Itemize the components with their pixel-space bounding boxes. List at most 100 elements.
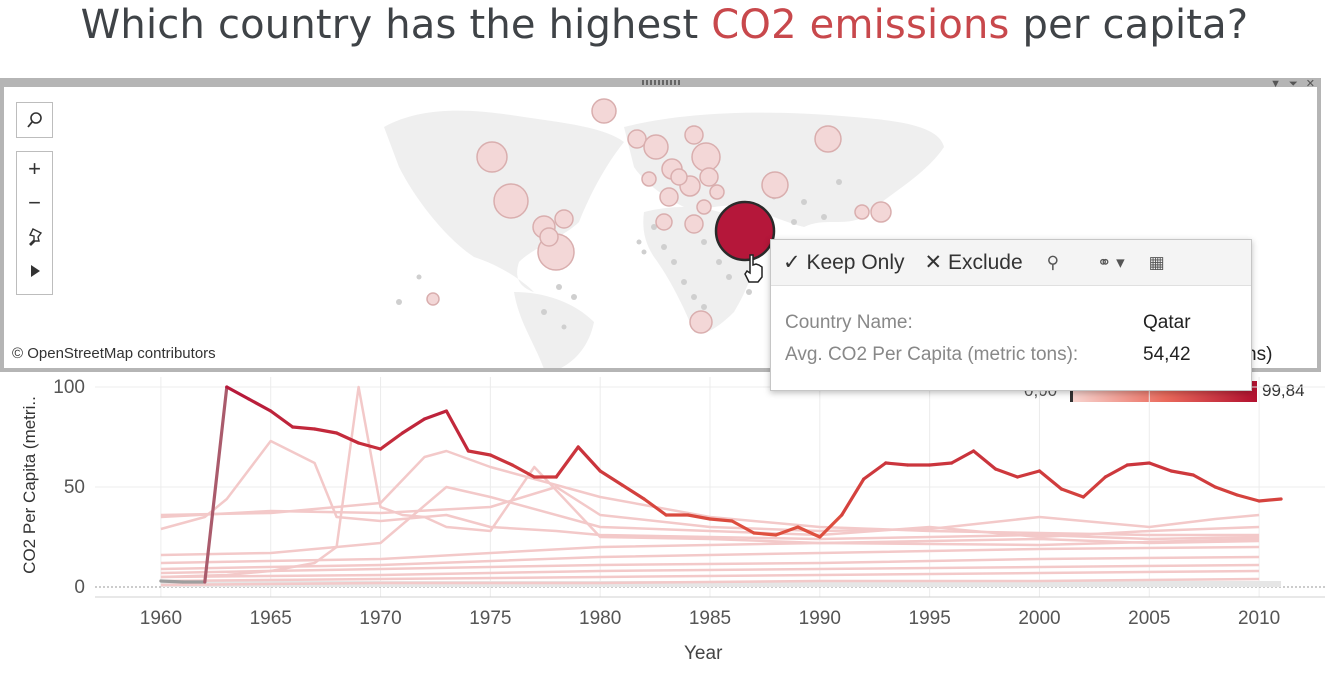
y-tick-label: 50 xyxy=(64,477,85,498)
exclude-button[interactable]: ✕ Exclude xyxy=(924,251,1023,274)
zoom-out-button[interactable]: − xyxy=(28,190,41,215)
qatar-series-segment xyxy=(950,449,976,465)
qatar-series-segment xyxy=(378,431,405,451)
qatar-series-segment xyxy=(1235,493,1261,503)
background-series-line xyxy=(160,485,1260,533)
qatar-series-segment xyxy=(686,513,712,521)
qatar-series-segment xyxy=(1081,475,1107,499)
qatar-series-segment xyxy=(1037,469,1064,491)
country-dots xyxy=(396,179,907,330)
background-series-line xyxy=(160,439,1260,545)
qatar-series-segment xyxy=(971,449,998,471)
title-highlight: CO2 emissions xyxy=(711,2,1010,48)
group-members-icon[interactable]: ⚲ xyxy=(1046,252,1060,272)
qatar-series-segment xyxy=(774,525,800,537)
x-axis-label: Year xyxy=(684,643,723,664)
legend-max-label: 99,84 xyxy=(1262,381,1305,400)
qatar-series-segment xyxy=(247,397,273,413)
qatar-series-segment xyxy=(313,427,339,435)
x-tick-label: 2010 xyxy=(1238,608,1280,629)
qatar-series-segment xyxy=(554,445,580,479)
qatar-series-segment xyxy=(642,497,668,517)
qatar-series-segment xyxy=(1015,469,1042,479)
low-emission-band xyxy=(160,581,1282,587)
qatar-series-segment xyxy=(576,445,602,473)
x-tick-label: 1960 xyxy=(140,608,182,629)
qatar-series-segment xyxy=(488,453,514,467)
x-tick-label: 1985 xyxy=(689,608,731,629)
tooltip-value-country: Qatar xyxy=(1143,312,1191,333)
close-icon[interactable]: ✕ xyxy=(1305,78,1315,90)
tooltip-value-co2: 54,42 xyxy=(1143,344,1191,365)
qatar-series-segment xyxy=(225,385,251,401)
background-series-line xyxy=(160,555,1260,575)
pin-icon xyxy=(28,228,42,246)
qatar-series-segment xyxy=(1125,461,1151,467)
map-zoom-toolbar: + − xyxy=(16,151,53,295)
map-search-button[interactable] xyxy=(16,102,53,138)
drag-grip-handle[interactable] xyxy=(642,80,682,85)
legend-title: ns) xyxy=(1246,344,1273,365)
x-tick-label: 2000 xyxy=(1018,608,1060,629)
background-series-line xyxy=(160,449,1260,537)
tooltip-label-country: Country Name: xyxy=(785,312,913,333)
background-series-line xyxy=(160,569,1260,583)
dropdown-icon[interactable]: ▼ xyxy=(1270,78,1281,90)
qatar-series-segment xyxy=(884,461,910,467)
qatar-series-segment xyxy=(335,431,361,445)
background-series-line xyxy=(160,563,1260,579)
country-bubbles[interactable] xyxy=(426,98,892,334)
qatar-series-segment xyxy=(708,517,734,523)
qatar-bubble-selected[interactable] xyxy=(714,200,776,262)
view-data-icon[interactable]: ▦ xyxy=(1148,252,1165,272)
qatar-series-segment xyxy=(159,579,185,584)
qatar-series-segment xyxy=(752,531,778,537)
map-attribution: © OpenStreetMap contributors xyxy=(12,345,216,362)
background-series-line xyxy=(160,537,1260,565)
search-icon xyxy=(26,112,42,128)
play-button[interactable] xyxy=(17,254,52,288)
x-tick-label: 1990 xyxy=(799,608,841,629)
qatar-series-segment xyxy=(1191,473,1217,489)
qatar-series-segment xyxy=(400,417,427,435)
background-series-line xyxy=(160,577,1260,587)
x-tick-label: 2005 xyxy=(1128,608,1170,629)
hand-cursor-icon xyxy=(744,254,763,283)
qatar-series-segment xyxy=(1213,485,1239,497)
x-tick-label: 1965 xyxy=(250,608,292,629)
keep-only-button[interactable]: ✓ Keep Only xyxy=(783,251,905,274)
qatar-series-segment xyxy=(1059,487,1085,499)
x-tick-label: 1995 xyxy=(909,608,951,629)
qatar-series-segment xyxy=(993,467,1020,479)
zoom-in-button[interactable]: + xyxy=(28,156,41,181)
qatar-series-segment xyxy=(444,409,470,453)
qatar-series-segment xyxy=(1257,497,1283,503)
x-tick-label: 1980 xyxy=(579,608,621,629)
co2-line-chart[interactable]: 1960 1965 1970 1975 1980 1985 1990 1995 2000 2005… xyxy=(0,372,1329,674)
qatar-series-segment xyxy=(1169,469,1195,477)
pin-map-button[interactable] xyxy=(17,220,52,254)
panel-controls: ▼ ⏷ ✕ xyxy=(1270,78,1315,90)
qatar-series-segment xyxy=(862,461,888,481)
y-tick-label: 100 xyxy=(53,377,85,398)
qatar-series-segment xyxy=(510,463,536,479)
qatar-series-segment xyxy=(356,441,383,451)
mark-tooltip: ✓ Keep Only ✕ Exclude ⚲ ⚭ ▾ ▦ Country Na… xyxy=(770,239,1252,391)
filter-icon[interactable]: ⏷ xyxy=(1288,78,1298,90)
qatar-series-segment xyxy=(598,469,624,487)
qatar-series-segment xyxy=(620,483,646,501)
y-tick-label: 0 xyxy=(74,577,85,598)
qatar-series-segment xyxy=(1147,461,1173,473)
tooltip-command-bar: ✓ Keep Only ✕ Exclude ⚲ ⚭ ▾ ▦ xyxy=(771,240,1251,286)
qatar-series-segment xyxy=(730,519,756,535)
qatar-series-segment xyxy=(466,449,492,457)
qatar-series-segment xyxy=(422,409,449,421)
create-set-icon[interactable]: ⚭ ▾ xyxy=(1097,252,1125,272)
qatar-series-segment xyxy=(840,477,866,517)
play-icon xyxy=(30,265,40,277)
x-tick-label: 1970 xyxy=(359,608,401,629)
qatar-series-segment xyxy=(796,525,822,539)
qatar-series-segment xyxy=(269,409,295,429)
map-panel[interactable]: + − © OpenStreetMap contributors xyxy=(0,78,1321,372)
x-tick-label: 1975 xyxy=(469,608,511,629)
